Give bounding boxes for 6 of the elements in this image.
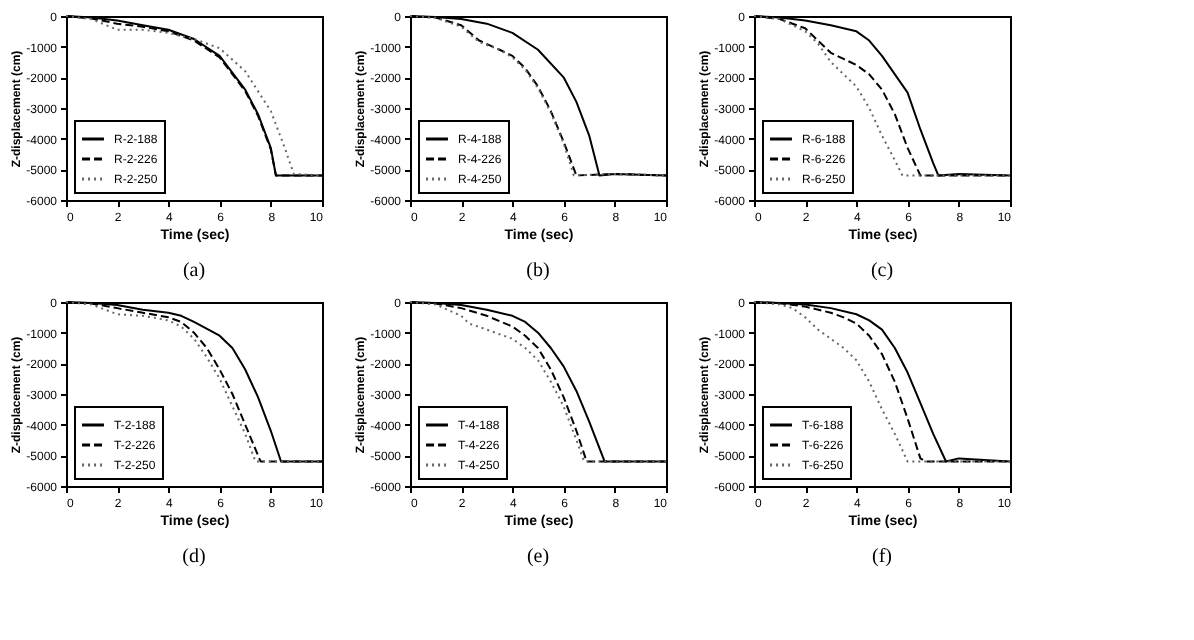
text: (c): [870, 260, 894, 282]
text: (a): [182, 260, 206, 282]
text: (b): [526, 260, 550, 282]
text: (d): [182, 546, 206, 568]
text: (f): [872, 546, 892, 568]
text: (e): [526, 546, 550, 568]
